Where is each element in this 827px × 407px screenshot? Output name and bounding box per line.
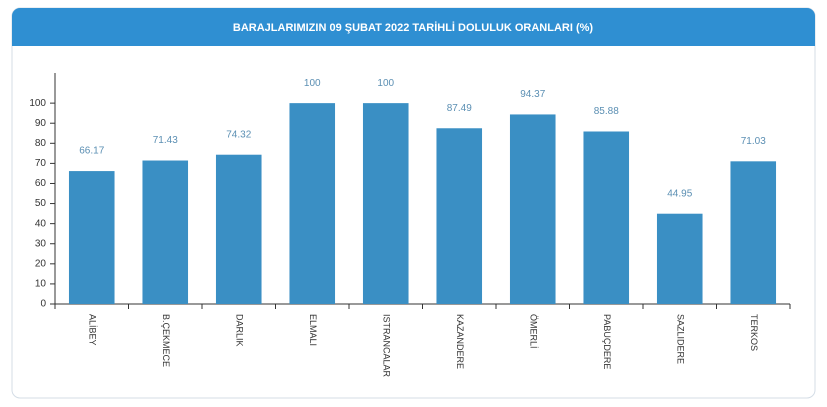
x-tick-label: KAZANDERE	[455, 314, 465, 369]
header	[12, 8, 815, 46]
bar	[656, 213, 703, 304]
y-tick-label: 100	[29, 98, 46, 109]
bar	[142, 160, 189, 304]
y-tick-label: 0	[40, 299, 46, 310]
x-tick-label: PABUÇDERE	[602, 314, 612, 369]
y-tick-label: 10	[35, 279, 47, 290]
value-label: 100	[377, 78, 394, 89]
value-label: 85.88	[594, 106, 619, 117]
y-tick-label: 40	[35, 218, 47, 229]
bar	[509, 114, 556, 304]
x-tick-label: ISTRANCALAR	[381, 314, 391, 378]
value-label: 94.37	[520, 89, 545, 100]
x-tick-label: ÖMERLİ	[528, 314, 538, 349]
x-tick-label: ELMALI	[308, 314, 318, 346]
x-tick-label: ALİBEY	[87, 314, 97, 346]
x-tick-label: SAZLIDERE	[675, 314, 685, 364]
y-tick-label: 60	[35, 178, 47, 189]
value-label: 44.95	[667, 188, 692, 199]
value-label: 87.49	[447, 103, 472, 114]
chart-title: BARAJLARIMIZIN 09 ŞUBAT 2022 TARİHLİ DOL…	[233, 21, 593, 34]
x-tick-label: B.ÇEKMECE	[161, 314, 171, 367]
bar	[289, 103, 336, 304]
value-label: 71.03	[741, 136, 766, 147]
y-tick-label: 90	[35, 118, 47, 129]
card	[11, 7, 816, 399]
bar	[436, 128, 483, 304]
y-tick-label: 20	[35, 258, 47, 269]
value-label: 71.43	[153, 135, 178, 146]
bar	[215, 154, 262, 304]
bar	[68, 171, 115, 304]
bar	[583, 131, 630, 304]
y-tick-label: 70	[35, 158, 47, 169]
bar	[730, 161, 777, 304]
value-label: 66.17	[79, 146, 104, 157]
value-label: 74.32	[226, 129, 251, 140]
y-tick-label: 30	[35, 238, 47, 249]
x-tick-label: DARLIK	[234, 314, 244, 347]
y-tick-label: 50	[35, 198, 47, 209]
bar	[362, 103, 409, 304]
x-tick-label: TERKOS	[749, 314, 759, 351]
y-tick-label: 80	[35, 138, 47, 149]
value-label: 100	[304, 78, 321, 89]
